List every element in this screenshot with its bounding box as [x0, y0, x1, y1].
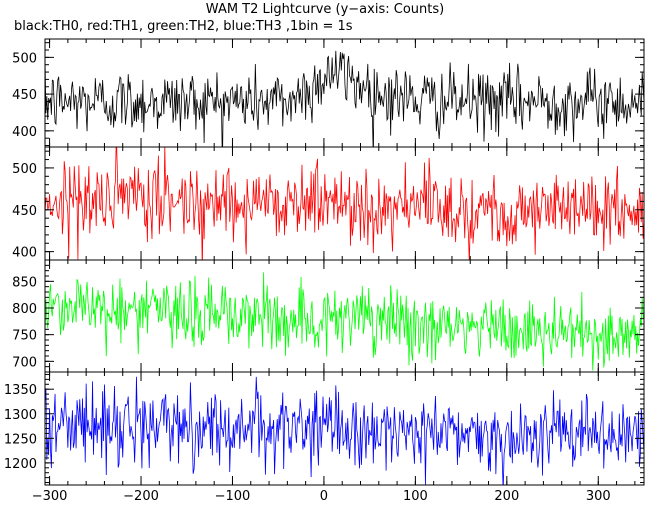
x-tick-label: 300: [586, 489, 611, 504]
x-tick-label: 100: [403, 489, 428, 504]
chart-subtitle: black:TH0, red:TH1, green:TH2, blue:TH3 …: [14, 19, 353, 34]
series-line-th3: [45, 376, 644, 485]
panel-th0: 400 450 500: [12, 38, 645, 148]
panel-th2: 700 750 800 850: [12, 259, 645, 373]
y-tick-label: 1250: [4, 432, 37, 447]
y-tick-label: 1350: [4, 383, 37, 398]
y-tick-label: 800: [12, 302, 37, 317]
series-line-th1: [45, 147, 644, 260]
y-tick-label: 450: [12, 88, 37, 103]
series-line-th2: [45, 272, 644, 371]
y-tick-label: 1200: [4, 457, 37, 472]
x-tick-label: 200: [494, 489, 519, 504]
series-line-th0: [45, 50, 644, 147]
panels-group: 400 450 500 400 450 500 700 750 800 850 1200 1250 13…: [4, 38, 645, 486]
panel-th1: 400 450 500: [12, 146, 645, 261]
panel-frame: [44, 371, 645, 486]
y-tick-label: 400: [12, 125, 37, 140]
y-tick-label: 1300: [4, 408, 37, 423]
x-tick-label: −200: [123, 489, 159, 504]
x-axis: −300 −200 −100 0 100 200 300: [32, 489, 611, 504]
y-tick-label: 500: [12, 162, 37, 177]
y-tick-label: 850: [12, 275, 37, 290]
panel-th3: 1200 1250 1300 1350: [4, 371, 645, 486]
x-tick-label: −300: [32, 489, 68, 504]
y-tick-label: 450: [12, 204, 37, 219]
y-tick-label: 750: [12, 329, 37, 344]
y-tick-label: 700: [12, 355, 37, 370]
x-tick-label: 0: [320, 489, 328, 504]
y-tick-label: 500: [12, 51, 37, 66]
x-tick-label: −100: [215, 489, 251, 504]
chart-title: WAM T2 Lightcurve (y−axis: Counts): [205, 2, 445, 17]
y-tick-label: 400: [12, 246, 37, 261]
